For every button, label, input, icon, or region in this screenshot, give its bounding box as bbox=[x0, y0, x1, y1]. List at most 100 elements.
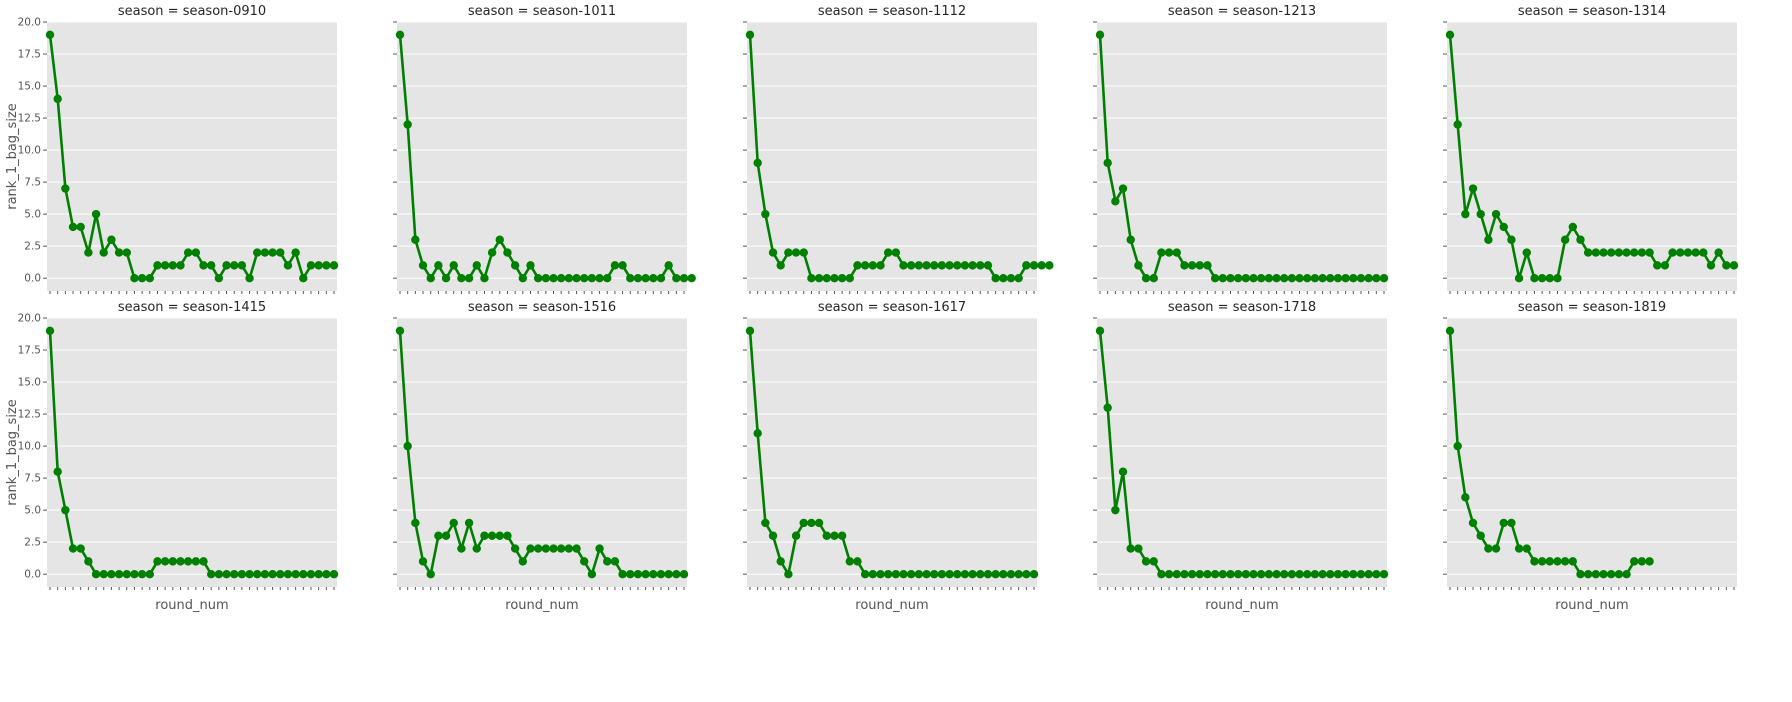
data-point bbox=[891, 248, 901, 257]
data-point bbox=[1141, 557, 1151, 566]
data-point bbox=[137, 569, 147, 579]
data-point bbox=[784, 248, 793, 257]
data-point bbox=[299, 273, 308, 283]
data-point bbox=[1364, 273, 1373, 283]
data-point bbox=[1560, 557, 1570, 566]
data-point bbox=[1249, 273, 1258, 283]
data-point bbox=[610, 261, 620, 270]
data-point bbox=[1476, 531, 1485, 540]
data-point bbox=[1210, 569, 1220, 579]
data-point bbox=[1507, 518, 1516, 528]
data-point bbox=[641, 569, 650, 579]
data-point bbox=[107, 235, 116, 244]
data-point bbox=[1134, 544, 1143, 553]
data-point bbox=[1287, 569, 1297, 579]
y-tick-label: 0.0 bbox=[24, 569, 41, 581]
data-point bbox=[1157, 248, 1166, 257]
data-point bbox=[618, 261, 627, 270]
data-point bbox=[976, 261, 985, 270]
data-point bbox=[1514, 273, 1524, 283]
data-point bbox=[153, 261, 162, 270]
data-point bbox=[745, 30, 755, 40]
data-point bbox=[1310, 273, 1320, 283]
data-point bbox=[541, 544, 551, 553]
data-point bbox=[595, 544, 604, 553]
data-point bbox=[495, 235, 504, 244]
data-point bbox=[822, 273, 831, 283]
data-point bbox=[237, 261, 247, 270]
facet-title: season = season-1112 bbox=[818, 4, 966, 19]
data-point bbox=[1560, 235, 1570, 244]
data-point bbox=[937, 261, 947, 270]
panel-background bbox=[47, 318, 337, 587]
data-point bbox=[830, 273, 839, 283]
data-point bbox=[395, 326, 405, 336]
data-point bbox=[1195, 569, 1204, 579]
data-point bbox=[807, 273, 816, 283]
data-point bbox=[45, 326, 55, 336]
data-point bbox=[649, 569, 658, 579]
data-point bbox=[664, 261, 673, 270]
data-point bbox=[222, 569, 231, 579]
data-point bbox=[306, 569, 316, 579]
data-point bbox=[1356, 569, 1366, 579]
data-point bbox=[679, 273, 689, 283]
data-point bbox=[1645, 248, 1654, 257]
data-point bbox=[61, 505, 70, 515]
data-point bbox=[1606, 569, 1616, 579]
data-point bbox=[168, 557, 178, 566]
data-point bbox=[753, 158, 762, 168]
data-point bbox=[687, 273, 696, 283]
data-point bbox=[322, 569, 331, 579]
data-point bbox=[214, 273, 224, 283]
data-point bbox=[230, 261, 239, 270]
data-point bbox=[1699, 248, 1708, 257]
data-point bbox=[1280, 569, 1289, 579]
data-point bbox=[1507, 235, 1516, 244]
data-point bbox=[868, 261, 878, 270]
data-point bbox=[1326, 569, 1335, 579]
data-point bbox=[814, 518, 824, 528]
data-point bbox=[510, 544, 520, 553]
data-point bbox=[1226, 569, 1235, 579]
data-point bbox=[1126, 235, 1135, 244]
data-point bbox=[1295, 569, 1304, 579]
data-point bbox=[1514, 544, 1524, 553]
data-point bbox=[1364, 569, 1373, 579]
data-point bbox=[1453, 441, 1462, 451]
facet-panel: 0.0 2.5 5.0 7.5 10.0 12.5 15.0 17.5 20.0 season =… bbox=[5, 300, 339, 613]
data-point bbox=[883, 248, 893, 257]
data-point bbox=[1149, 557, 1158, 566]
data-point bbox=[84, 557, 93, 566]
data-point bbox=[876, 261, 885, 270]
data-point bbox=[199, 261, 208, 270]
data-point bbox=[1583, 569, 1593, 579]
data-point bbox=[1645, 557, 1654, 566]
data-point bbox=[1379, 273, 1389, 283]
data-point bbox=[1103, 158, 1112, 168]
data-point bbox=[1295, 273, 1304, 283]
data-point bbox=[1164, 248, 1174, 257]
data-point bbox=[114, 248, 124, 257]
data-point bbox=[999, 569, 1008, 579]
data-point bbox=[1195, 261, 1204, 270]
data-point bbox=[883, 569, 893, 579]
data-point bbox=[672, 273, 681, 283]
data-point bbox=[1499, 222, 1508, 232]
data-point bbox=[1287, 273, 1297, 283]
y-tick-label: 20.0 bbox=[18, 17, 41, 29]
data-point bbox=[1249, 569, 1258, 579]
data-point bbox=[1318, 273, 1327, 283]
facet-panel: season = season-1112 bbox=[743, 4, 1054, 294]
data-point bbox=[649, 273, 658, 283]
data-point bbox=[253, 569, 262, 579]
data-point bbox=[899, 261, 908, 270]
data-point bbox=[1264, 273, 1274, 283]
y-tick-label: 10.0 bbox=[18, 441, 41, 453]
data-point bbox=[329, 569, 339, 579]
data-point bbox=[1318, 569, 1327, 579]
data-point bbox=[1553, 557, 1562, 566]
data-point bbox=[991, 569, 1000, 579]
data-point bbox=[130, 273, 139, 283]
data-point bbox=[122, 248, 131, 257]
